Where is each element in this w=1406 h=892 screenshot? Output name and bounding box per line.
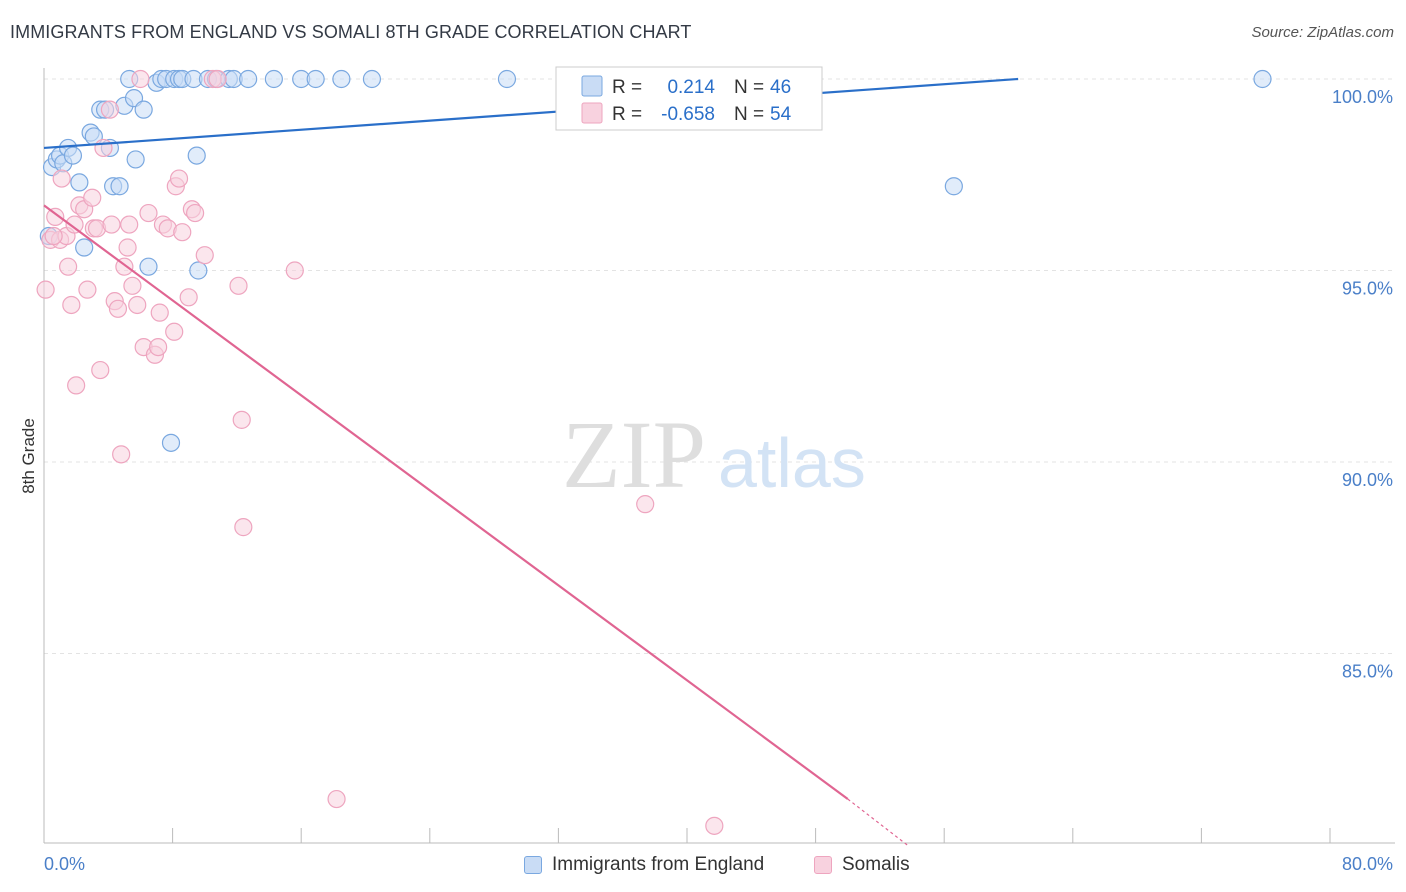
- watermark-atlas: atlas: [718, 424, 866, 502]
- data-point: [636, 495, 655, 514]
- data-point: [150, 303, 169, 322]
- series-somalis-points: [36, 69, 724, 835]
- y-axis-label: 8th Grade: [19, 418, 38, 494]
- watermark: ZIP atlas: [562, 401, 866, 508]
- data-point: [52, 169, 71, 188]
- data-point: [497, 69, 517, 89]
- data-point: [285, 261, 304, 280]
- data-point: [195, 246, 214, 265]
- legend-swatch: [524, 856, 542, 874]
- data-point: [186, 203, 205, 223]
- legend-item-somalis: Somalis: [814, 852, 910, 878]
- x-tick-label: 80.0%: [1342, 854, 1393, 874]
- legend-r-label-england: R =: [612, 77, 642, 98]
- data-point: [149, 338, 168, 357]
- data-point: [100, 100, 120, 119]
- data-point: [118, 238, 137, 257]
- data-point: [327, 789, 346, 809]
- y-tick-label: 100.0%: [1332, 87, 1393, 107]
- data-point: [110, 177, 129, 196]
- legend-r-label-somalis: R =: [612, 104, 642, 125]
- legend-series: Immigrants from England Somalis: [0, 852, 1406, 878]
- data-point: [705, 816, 724, 835]
- data-point: [362, 69, 382, 89]
- data-point: [234, 518, 253, 537]
- data-point: [46, 207, 65, 226]
- data-point: [165, 322, 184, 341]
- data-point: [70, 173, 89, 192]
- data-point: [62, 295, 81, 315]
- legend-swatch-somalis: [581, 102, 603, 124]
- data-point: [128, 295, 147, 315]
- data-point: [189, 261, 208, 280]
- data-point: [83, 188, 102, 207]
- data-point: [239, 69, 258, 89]
- data-point: [67, 376, 86, 395]
- trend-line-england: [43, 77, 1019, 150]
- data-point: [44, 226, 63, 246]
- trend-line-somalis: [43, 204, 849, 800]
- data-point: [91, 360, 110, 380]
- axes: [43, 68, 1395, 844]
- data-point: [108, 299, 128, 318]
- data-point: [59, 257, 78, 276]
- data-point: [1253, 69, 1272, 89]
- legend-label-england: Immigrants from England: [552, 854, 765, 875]
- data-point: [112, 445, 131, 464]
- data-point: [161, 433, 181, 452]
- data-point: [139, 203, 158, 223]
- legend-n-label-somalis: N =: [734, 104, 764, 125]
- x-tick-label: 0.0%: [44, 854, 85, 874]
- data-point: [78, 280, 97, 299]
- legend-n-value-somalis: 54: [770, 104, 792, 125]
- data-point: [75, 238, 94, 257]
- data-point: [65, 215, 84, 234]
- chart-title: IMMIGRANTS FROM ENGLAND VS SOMALI 8TH GR…: [10, 22, 692, 42]
- data-point: [94, 138, 113, 158]
- legend-r-value-england: 0.214: [667, 77, 715, 98]
- y-tick-label: 90.0%: [1342, 470, 1393, 490]
- data-point: [187, 146, 206, 165]
- legend-n-value-england: 46: [770, 77, 791, 98]
- trend-line-extension: [847, 798, 908, 846]
- legend-n-label-england: N =: [734, 77, 764, 98]
- data-point: [139, 257, 158, 276]
- data-point: [120, 215, 139, 234]
- data-point: [126, 150, 145, 169]
- legend-item-england: Immigrants from England: [524, 852, 764, 878]
- legend-r-value-somalis: -0.658: [661, 104, 715, 125]
- data-point: [306, 69, 325, 89]
- data-point: [169, 169, 189, 188]
- legend-swatch: [814, 856, 832, 874]
- data-point: [264, 69, 283, 89]
- y-tick-label: 95.0%: [1342, 279, 1393, 299]
- watermark-zip: ZIP: [562, 401, 706, 508]
- trend-lines: [43, 77, 1019, 846]
- legend-swatch-england: [581, 75, 603, 97]
- grid-lines: [44, 78, 1395, 654]
- data-point: [944, 177, 963, 196]
- data-point: [229, 276, 248, 295]
- legend-correlation: R = 0.214 N = 46 R = -0.658 N = 54: [555, 66, 823, 131]
- data-point: [232, 410, 251, 429]
- data-point: [36, 280, 55, 299]
- data-point: [131, 69, 150, 89]
- data-point: [208, 69, 227, 89]
- data-point: [179, 288, 198, 307]
- y-tick-label: 85.0%: [1342, 662, 1393, 682]
- data-point: [123, 276, 142, 295]
- data-point: [63, 146, 83, 165]
- legend-label-somalis: Somalis: [842, 854, 910, 875]
- data-point: [173, 223, 192, 242]
- chart-source: Source: ZipAtlas.com: [1251, 24, 1394, 41]
- data-point: [332, 69, 351, 89]
- tick-labels: 100.0% 95.0% 90.0% 85.0% 0.0% 80.0%: [44, 87, 1393, 874]
- data-point: [102, 215, 121, 234]
- data-point: [134, 100, 153, 119]
